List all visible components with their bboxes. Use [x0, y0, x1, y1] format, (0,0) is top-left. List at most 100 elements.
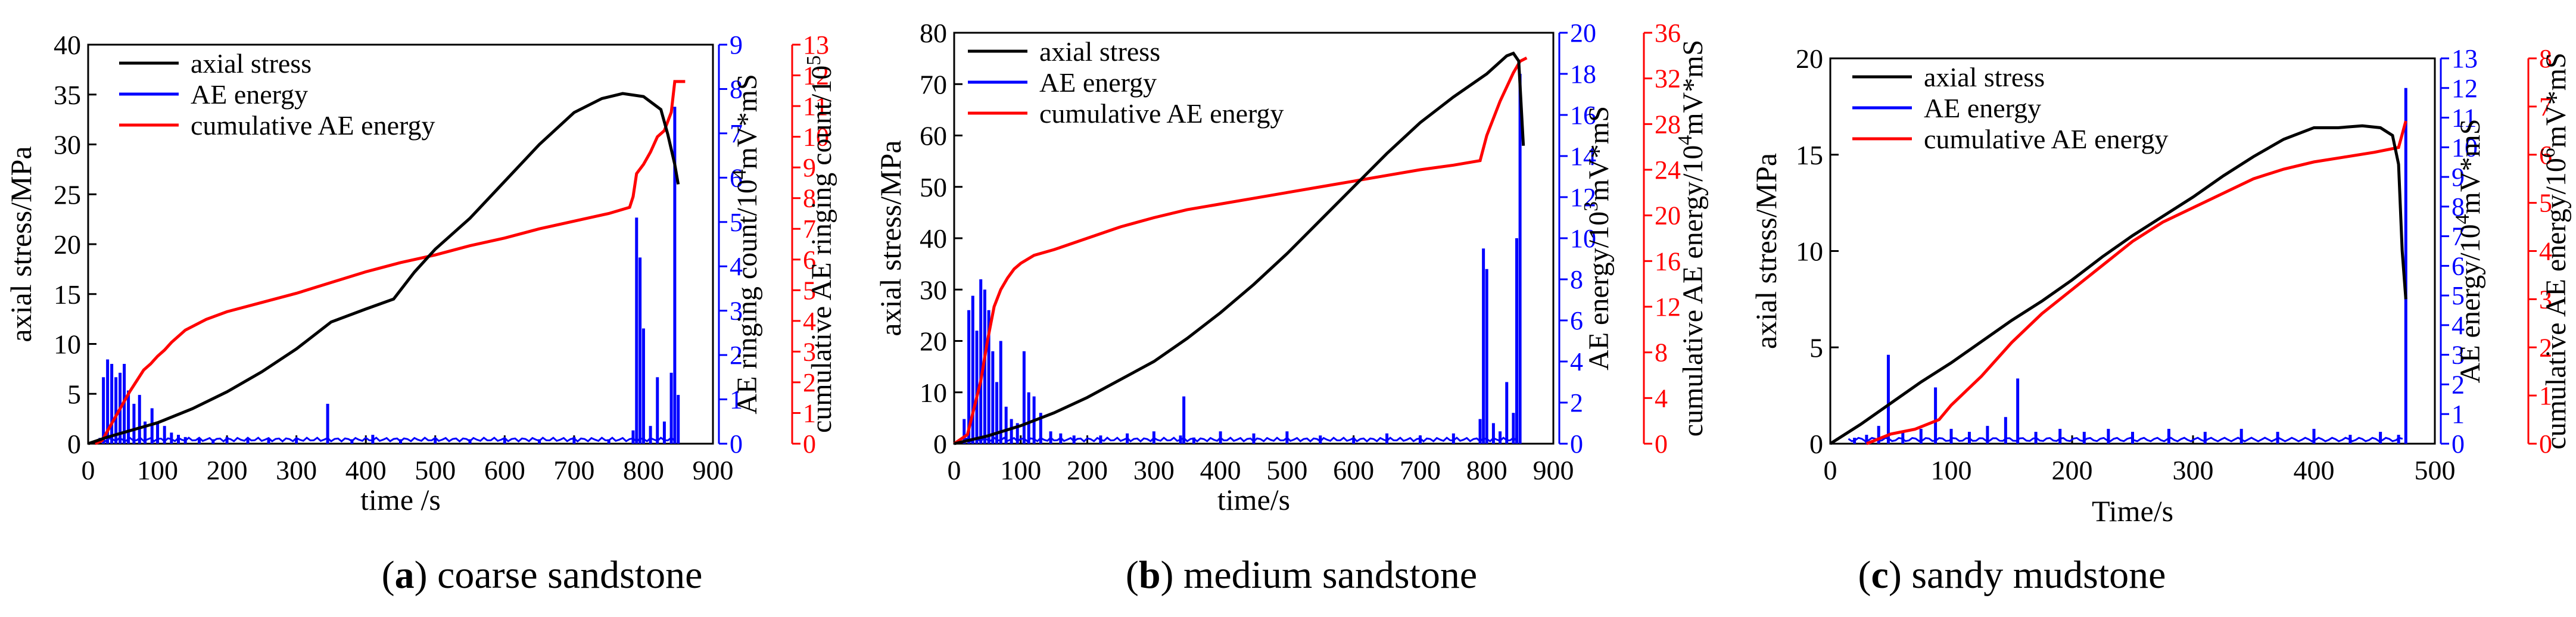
ae-tick-label: 4: [730, 252, 743, 281]
ae-tick-label: 10: [1570, 224, 1596, 253]
legend-ae: AE energy: [1039, 67, 1157, 98]
ae-axis-label: AE ringing count/104mV*mS: [728, 74, 764, 414]
cum-tick-label: 32: [1655, 64, 1681, 94]
x-tick-label: 0: [82, 455, 95, 485]
cum-tick-label: 4: [1655, 384, 1668, 413]
x-axis-label: time /s: [360, 483, 441, 516]
ae-tick-label: 8: [730, 74, 743, 104]
cum-tick-label: 1: [803, 398, 816, 428]
caption-a-letter: a: [394, 553, 415, 597]
y-tick-label: 10: [1796, 236, 1823, 267]
caption-a: (a) coarse sandstone: [381, 553, 703, 597]
legend-stress: axial stress: [1924, 62, 2045, 92]
ae-tick-label: 7: [730, 119, 743, 148]
ae-tick-label: 0: [730, 429, 743, 459]
cum-tick-label: 6: [803, 245, 816, 275]
y-tick-label: 30: [920, 275, 947, 305]
ae-tick-label: 5: [730, 208, 743, 237]
caption-c: (c) sandy mudstone: [1858, 553, 2166, 597]
y-tick-label: 70: [920, 69, 947, 99]
cum-tick-label: 3: [803, 337, 816, 366]
ae-tick-label: 14: [1570, 142, 1596, 171]
x-tick-label: 700: [1400, 455, 1441, 485]
cum-tick-label: 0: [803, 429, 816, 459]
cum-tick-label: 9: [803, 153, 816, 182]
x-tick-label: 0: [1824, 455, 1837, 485]
ae-tick-label: 5: [2452, 281, 2465, 310]
x-tick-label: 500: [2415, 455, 2456, 485]
cum-tick-label: 2: [803, 368, 816, 397]
cum-line: [953, 56, 1528, 445]
x-tick-label: 300: [1133, 455, 1175, 485]
cum-tick-label: 10: [803, 123, 829, 152]
y-tick-label: 10: [54, 329, 81, 360]
y-tick-label: 40: [54, 30, 81, 60]
ae-tick-label: 2: [730, 341, 743, 370]
cum-tick-label: 2: [2539, 333, 2552, 362]
caption-c-letter: c: [1871, 553, 1889, 597]
cum-axis-label: cumulative AE ringing count/105: [803, 55, 838, 433]
ae-tick-label: 9: [730, 30, 743, 60]
plot-frame: [1829, 57, 2436, 445]
chart-a: 0 100 200 300 400 500 600 700 800 900051015202530…: [4, 30, 837, 516]
ae-tick-label: 20: [1570, 18, 1596, 48]
ae-tick-label: 11: [2452, 104, 2477, 133]
legend-cum: cumulative AE energy: [1924, 124, 2168, 154]
cum-tick-label: 28: [1655, 110, 1681, 139]
x-tick-label: 400: [2294, 455, 2335, 485]
ae-tick-label: 9: [2452, 163, 2465, 192]
y-tick-label: 0: [933, 429, 947, 459]
ae-tick-label: 12: [1570, 183, 1596, 212]
cum-tick-label: 7: [803, 214, 816, 244]
cum-tick-label: 5: [2539, 189, 2552, 218]
y-axis-label: axial stress/MPa: [874, 140, 907, 336]
y-axis-label: axial stress/MPa: [4, 146, 38, 342]
ae-tick-label: 2: [2452, 370, 2465, 399]
cum-tick-label: 24: [1655, 155, 1681, 185]
cum-tick-label: 8: [803, 184, 816, 213]
ae-tick-label: 3: [730, 297, 743, 326]
cum-tick-label: 7: [2539, 92, 2552, 121]
x-tick-label: 200: [1067, 455, 1108, 485]
cum-tick-label: 5: [803, 276, 816, 305]
ae-tick-label: 3: [2452, 341, 2465, 370]
cum-tick-label: 36: [1655, 18, 1681, 48]
cum-tick-label: 0: [1655, 429, 1668, 459]
ae-tick-label: 13: [2452, 44, 2478, 73]
ae-tick-label: 7: [2452, 222, 2465, 251]
ae-tick-label: 8: [1570, 265, 1583, 294]
ae-tick-label: 6: [1570, 306, 1583, 335]
y-tick-label: 5: [1809, 332, 1823, 363]
x-tick-label: 300: [2173, 455, 2214, 485]
plot-frame: [87, 43, 714, 445]
cum-axis-label: cumulative AE energy/106mV*mS: [2537, 52, 2572, 449]
caption-b: (b) medium sandstone: [1125, 553, 1478, 597]
ae-axis-label: AE energy/103mV*mS: [1580, 106, 1615, 370]
ae-tick-label: 6: [730, 163, 743, 192]
stress-line: [954, 51, 1525, 445]
x-tick-label: 200: [2052, 455, 2093, 485]
caption-b-letter: b: [1138, 553, 1161, 597]
cum-tick-label: 4: [2539, 237, 2552, 266]
legend-ae: AE energy: [191, 79, 308, 110]
legend-stress: axial stress: [1039, 36, 1160, 67]
ae-baseline: [98, 437, 675, 443]
y-tick-label: 0: [1809, 429, 1823, 459]
legend-stress: axial stress: [191, 48, 312, 79]
y-tick-label: 20: [54, 229, 81, 260]
x-axis-label: time/s: [1217, 483, 1290, 516]
cum-tick-label: 1: [2539, 381, 2552, 410]
y-tick-label: 5: [67, 379, 81, 409]
chart-b: 0 100 200 300 400 500 600 700 800 900010203040506…: [874, 18, 1709, 516]
ae-tick-label: 0: [2452, 429, 2465, 459]
ae-tick-label: 8: [2452, 192, 2465, 222]
ae-tick-label: 10: [2452, 133, 2478, 162]
x-tick-label: 400: [1200, 455, 1241, 485]
ae-tick-label: 12: [2452, 74, 2478, 103]
y-tick-label: 15: [1796, 140, 1823, 170]
ae-tick-label: 2: [1570, 388, 1583, 417]
cum-tick-label: 12: [1655, 292, 1681, 322]
x-tick-label: 300: [276, 455, 317, 485]
y-axis-label: axial stress/MPa: [1749, 153, 1783, 349]
